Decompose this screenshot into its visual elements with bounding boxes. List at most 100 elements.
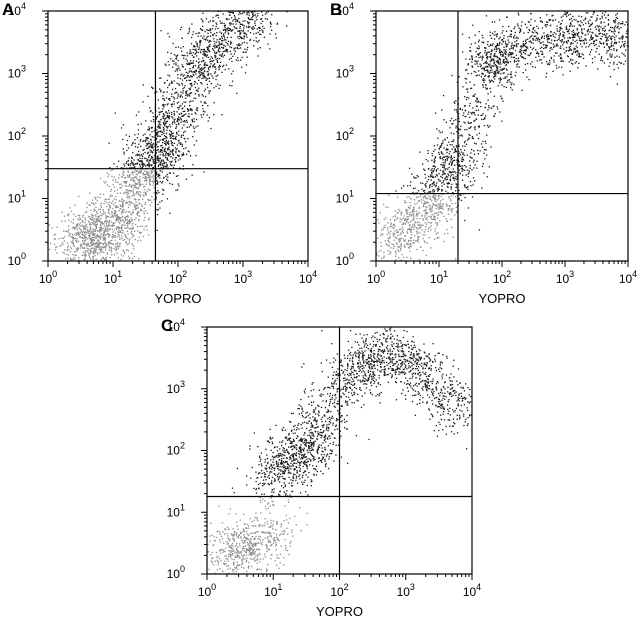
scatter-point-positive — [553, 55, 555, 57]
scatter-point-positive — [541, 51, 543, 53]
scatter-point-negative — [119, 243, 121, 245]
scatter-point-positive — [183, 101, 185, 103]
scatter-point-positive — [184, 110, 186, 112]
scatter-point-positive — [269, 48, 271, 50]
scatter-point-negative — [95, 258, 97, 261]
scatter-point-positive — [581, 32, 583, 34]
scatter-point-negative — [97, 221, 99, 223]
scatter-point-positive — [181, 50, 183, 52]
scatter-point-negative — [106, 172, 108, 174]
scatter-point-positive — [187, 63, 190, 65]
scatter-point-positive — [476, 101, 478, 103]
scatter-point-negative — [104, 236, 106, 238]
scatter-point-negative — [131, 219, 133, 221]
scatter-point-positive — [163, 148, 166, 150]
scatter-point-negative — [439, 205, 441, 207]
scatter-point-negative — [121, 217, 123, 219]
scatter-point-negative — [84, 242, 86, 245]
scatter-point-positive — [432, 182, 434, 185]
scatter-point-positive — [153, 166, 155, 168]
scatter-point-positive — [200, 29, 202, 31]
scatter-point-positive — [480, 105, 482, 108]
scatter-point-positive — [148, 141, 150, 143]
scatter-point-positive — [478, 126, 480, 128]
scatter-point-negative — [83, 226, 85, 228]
scatter-point-positive — [271, 29, 273, 31]
scatter-point-positive — [180, 74, 182, 76]
scatter-point-negative — [134, 185, 136, 188]
scatter-point-positive — [177, 106, 179, 109]
scatter-point-positive — [240, 36, 242, 39]
scatter-point-positive — [128, 164, 130, 166]
scatter-point-positive — [573, 19, 575, 21]
scatter-point-negative — [139, 170, 141, 172]
scatter-point-negative — [56, 252, 58, 254]
scatter-point-negative — [96, 241, 98, 243]
scatter-point-negative — [387, 239, 389, 242]
scatter-point-positive — [486, 56, 488, 59]
scatter-point-positive — [442, 159, 444, 161]
scatter-point-negative — [142, 173, 144, 175]
scatter-point-negative — [73, 233, 76, 235]
scatter-point-positive — [450, 176, 452, 178]
scatter-point-positive — [507, 73, 509, 75]
scatter-point-positive — [499, 41, 501, 43]
scatter-point-negative — [399, 249, 402, 251]
scatter-point-positive — [191, 54, 193, 56]
scatter-point-positive — [155, 133, 157, 135]
scatter-point-positive — [137, 162, 139, 164]
scatter-point-positive — [451, 74, 453, 77]
scatter-point-positive — [195, 109, 197, 111]
scatter-point-negative — [73, 257, 75, 259]
scatter-point-negative — [84, 219, 86, 221]
scatter-point-positive — [238, 13, 240, 16]
scatter-point-positive — [214, 52, 216, 55]
scatter-point-positive — [166, 165, 168, 167]
scatter-point-positive — [203, 35, 205, 37]
scatter-point-negative — [405, 201, 407, 204]
scatter-point-positive — [190, 62, 192, 64]
scatter-point-positive — [223, 54, 226, 56]
scatter-point-positive — [518, 60, 520, 62]
scatter-point-negative — [392, 216, 394, 218]
scatter-point-negative — [115, 196, 117, 198]
scatter-point-positive — [473, 84, 475, 86]
scatter-point-positive — [448, 153, 450, 155]
scatter-point-negative — [116, 252, 118, 254]
scatter-point-positive — [207, 74, 209, 77]
scatter-point-negative — [121, 205, 124, 207]
scatter-point-negative — [378, 250, 380, 252]
scatter-point-negative — [437, 214, 439, 216]
scatter-point-negative — [128, 192, 130, 195]
scatter-point-positive — [442, 156, 444, 158]
scatter-point-negative — [390, 223, 392, 225]
scatter-point-positive — [441, 142, 443, 145]
scatter-point-positive — [175, 152, 177, 154]
scatter-point-positive — [466, 139, 469, 141]
scatter-point-negative — [80, 237, 83, 239]
scatter-point-positive — [188, 31, 190, 33]
scatter-point-positive — [257, 55, 259, 57]
scatter-point-negative — [136, 213, 138, 215]
scatter-point-positive — [455, 119, 457, 121]
scatter-point-positive — [178, 119, 180, 121]
scatter-point-positive — [180, 91, 182, 93]
scatter-point-negative — [98, 235, 100, 237]
scatter-point-negative — [138, 184, 140, 186]
scatter-point-positive — [484, 66, 486, 68]
scatter-point-positive — [202, 60, 204, 62]
scatter-point-positive — [449, 127, 451, 129]
scatter-point-positive — [532, 32, 535, 34]
scatter-point-positive — [195, 32, 197, 35]
scatter-point-positive — [464, 149, 466, 151]
scatter-point-positive — [514, 74, 516, 77]
scatter-point-positive — [160, 151, 162, 153]
scatter-point-positive — [454, 150, 456, 152]
scatter-point-negative — [127, 223, 130, 225]
scatter-point-negative — [90, 213, 92, 215]
scatter-point-positive — [207, 71, 209, 73]
scatter-point-positive — [188, 63, 191, 66]
scatter-point-positive — [466, 69, 468, 71]
scatter-point-negative — [385, 243, 387, 245]
scatter-point-negative — [399, 217, 401, 220]
